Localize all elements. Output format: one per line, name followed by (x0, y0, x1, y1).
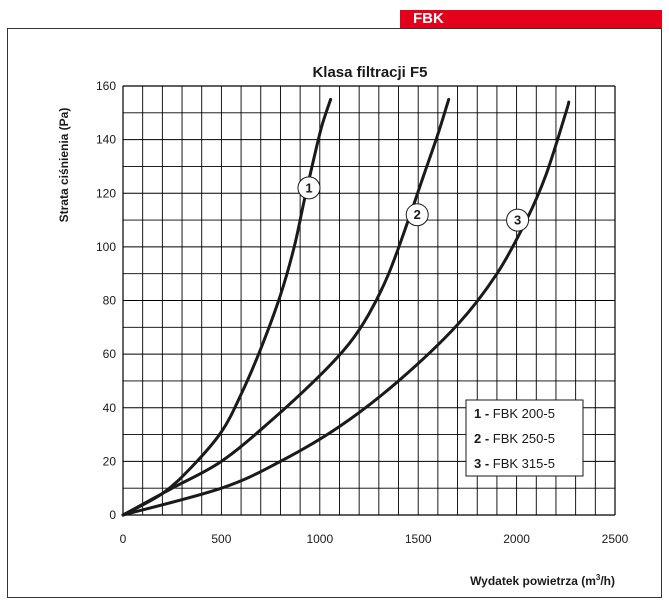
y-tick-label: 0 (109, 508, 116, 522)
x-tick-label: 1000 (306, 532, 333, 546)
chart-frame (7, 28, 662, 598)
curve-label-circle-2 (405, 203, 429, 227)
y-tick-label: 40 (103, 401, 117, 415)
legend-num-1: 1 - (474, 406, 489, 421)
x-tick-label: 0 (120, 532, 127, 546)
y-tick-label: 20 (103, 454, 117, 468)
y-tick-label: 120 (96, 186, 116, 200)
x-axis-label-end: /h) (600, 574, 615, 588)
legend: 1 - FBK 200-5 2 - FBK 250-5 3 - FBK 315-… (465, 399, 584, 477)
y-tick-label: 140 (96, 133, 116, 147)
y-tick-label: 60 (103, 347, 117, 361)
legend-num-3: 3 - (474, 456, 489, 471)
brand-tab: FBK (400, 10, 662, 28)
x-tick-label: 500 (211, 532, 231, 546)
axes: 0 500 1000 1500 2000 2500 0 20 40 60 80 100 120 140 16… (96, 79, 629, 546)
x-axis-label-main: Wydatek powietrza (m (470, 574, 596, 588)
curve-2 (121, 97, 451, 517)
legend-entry-2: 2 - FBK 250-5 (474, 431, 555, 446)
x-tick-label: 1500 (405, 532, 432, 546)
curve-1 (121, 97, 333, 517)
y-tick-label: 160 (96, 79, 116, 93)
curves (121, 97, 571, 517)
curve-3 (121, 100, 571, 517)
y-tick-label: 100 (96, 240, 116, 254)
legend-num-2: 2 - (474, 431, 489, 446)
legend-entry-1: 1 - FBK 200-5 (474, 406, 555, 421)
x-tick-label: 2000 (503, 532, 530, 546)
legend-box (465, 399, 584, 477)
chart-title: Klasa filtracji F5 (312, 64, 427, 81)
y-tick-label: 80 (103, 294, 117, 308)
x-axis-label-sup: 3 (596, 573, 601, 582)
legend-text-1: FBK 200-5 (489, 406, 555, 421)
x-tick-label: 2500 (602, 532, 629, 546)
x-axis-label: Wydatek powietrza (m3/h) (470, 573, 615, 588)
curve-labels: 1 2 3 (297, 176, 530, 232)
legend-text-2: FBK 250-5 (489, 431, 555, 446)
y-axis-label: Strata ciśnienia (Pa) (57, 108, 71, 223)
legend-text-3: FBK 315-5 (489, 456, 555, 471)
curve-label-1: 1 (305, 180, 312, 195)
brand-tab-label: FBK (413, 10, 444, 27)
legend-entry-3: 3 - FBK 315-5 (474, 456, 555, 471)
curve-label-circle-1 (297, 176, 321, 200)
curve-label-3: 3 (514, 213, 521, 228)
curve-label-2: 2 (414, 207, 421, 222)
grid (122, 85, 616, 516)
curve-label-circle-3 (506, 208, 530, 232)
